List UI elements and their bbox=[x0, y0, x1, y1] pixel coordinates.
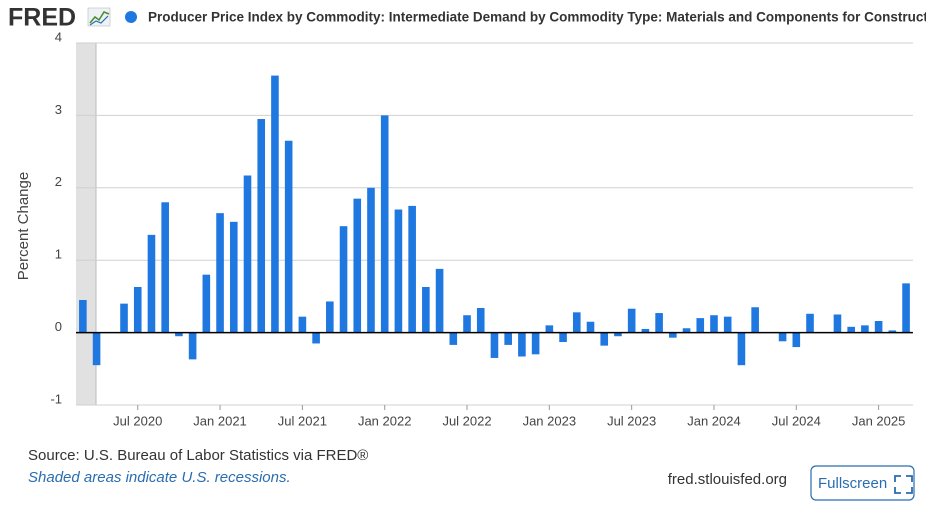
bar bbox=[627, 308, 636, 333]
bar bbox=[257, 119, 266, 333]
bar bbox=[367, 187, 375, 333]
bar bbox=[710, 315, 718, 333]
site: fred.stlouisfed.org bbox=[668, 471, 787, 488]
bar bbox=[655, 313, 663, 333]
x-tick-label: Jan 2023 bbox=[523, 413, 577, 428]
bar bbox=[696, 318, 705, 333]
bar bbox=[902, 283, 910, 333]
bar bbox=[326, 301, 334, 333]
y-tick-label: 4 bbox=[55, 29, 62, 44]
bar bbox=[600, 332, 609, 346]
bar bbox=[216, 213, 224, 333]
x-tick-label: Jan 2022 bbox=[358, 413, 412, 428]
bar bbox=[614, 332, 622, 337]
logo-icon bbox=[87, 7, 111, 27]
bar bbox=[463, 315, 471, 333]
bar bbox=[394, 209, 403, 333]
bar bbox=[147, 234, 156, 333]
bar bbox=[737, 332, 746, 366]
bar bbox=[133, 286, 142, 333]
legend-label: Producer Price Index by Commodity: Inter… bbox=[148, 10, 926, 25]
fullscreen-button[interactable]: Fullscreen bbox=[810, 465, 915, 501]
bar bbox=[669, 332, 677, 338]
bar bbox=[847, 326, 855, 333]
x-tick-label: Jul 2023 bbox=[607, 413, 656, 428]
y-tick-label: 2 bbox=[55, 174, 62, 189]
bar bbox=[861, 325, 869, 333]
bar bbox=[161, 202, 169, 333]
bar bbox=[723, 316, 732, 333]
bar bbox=[476, 307, 485, 333]
bar bbox=[792, 332, 801, 348]
bar bbox=[874, 321, 883, 333]
y-axis-label: Percent Change bbox=[15, 172, 32, 280]
bar bbox=[778, 332, 787, 342]
x-tick-label: Jul 2024 bbox=[772, 413, 821, 428]
x-tick-label: Jan 2025 bbox=[852, 413, 906, 428]
bar bbox=[586, 321, 595, 333]
bar bbox=[92, 332, 101, 366]
x-tick-label: Jan 2024 bbox=[687, 413, 741, 428]
note: Shaded areas indicate U.S. recessions. bbox=[28, 469, 291, 486]
x-tick-label: Jul 2020 bbox=[113, 413, 162, 428]
bar bbox=[435, 268, 444, 333]
bar bbox=[79, 300, 87, 333]
bar bbox=[408, 205, 416, 333]
y-tick-label: 0 bbox=[55, 319, 62, 334]
logo: FRED bbox=[8, 4, 76, 32]
bar bbox=[353, 198, 362, 333]
bar bbox=[229, 221, 238, 333]
bar bbox=[120, 303, 128, 333]
bar bbox=[202, 274, 211, 333]
bar bbox=[751, 307, 759, 333]
x-tick-label: Jul 2021 bbox=[278, 413, 327, 428]
bar bbox=[284, 140, 293, 333]
x-tick-label: Jan 2021 bbox=[193, 413, 247, 428]
y-tick-label: -1 bbox=[50, 391, 62, 406]
bar bbox=[806, 313, 814, 333]
button-label[interactable]: Fullscreen bbox=[818, 475, 887, 492]
bar bbox=[545, 325, 554, 333]
bar bbox=[833, 314, 842, 333]
bar bbox=[188, 332, 197, 360]
bar bbox=[380, 115, 389, 333]
bar bbox=[490, 332, 499, 358]
bar bbox=[572, 312, 581, 333]
bar bbox=[271, 75, 279, 333]
bar bbox=[682, 328, 691, 333]
bar bbox=[888, 330, 897, 333]
bar bbox=[175, 332, 183, 337]
x-tick-label: Jul 2022 bbox=[442, 413, 491, 428]
source: Source: U.S. Bureau of Labor Statistics … bbox=[28, 447, 368, 464]
bar bbox=[518, 332, 526, 357]
bar bbox=[559, 332, 567, 343]
bar bbox=[339, 226, 348, 333]
bar bbox=[422, 286, 430, 333]
bar bbox=[243, 175, 252, 333]
bar bbox=[449, 332, 458, 345]
bar bbox=[504, 332, 512, 345]
y-tick-label: 1 bbox=[55, 247, 62, 262]
legend-marker bbox=[125, 11, 137, 23]
bar bbox=[312, 332, 320, 344]
bar bbox=[641, 328, 650, 333]
bar bbox=[531, 332, 540, 355]
y-tick-label: 3 bbox=[55, 102, 62, 117]
bar bbox=[298, 316, 307, 333]
